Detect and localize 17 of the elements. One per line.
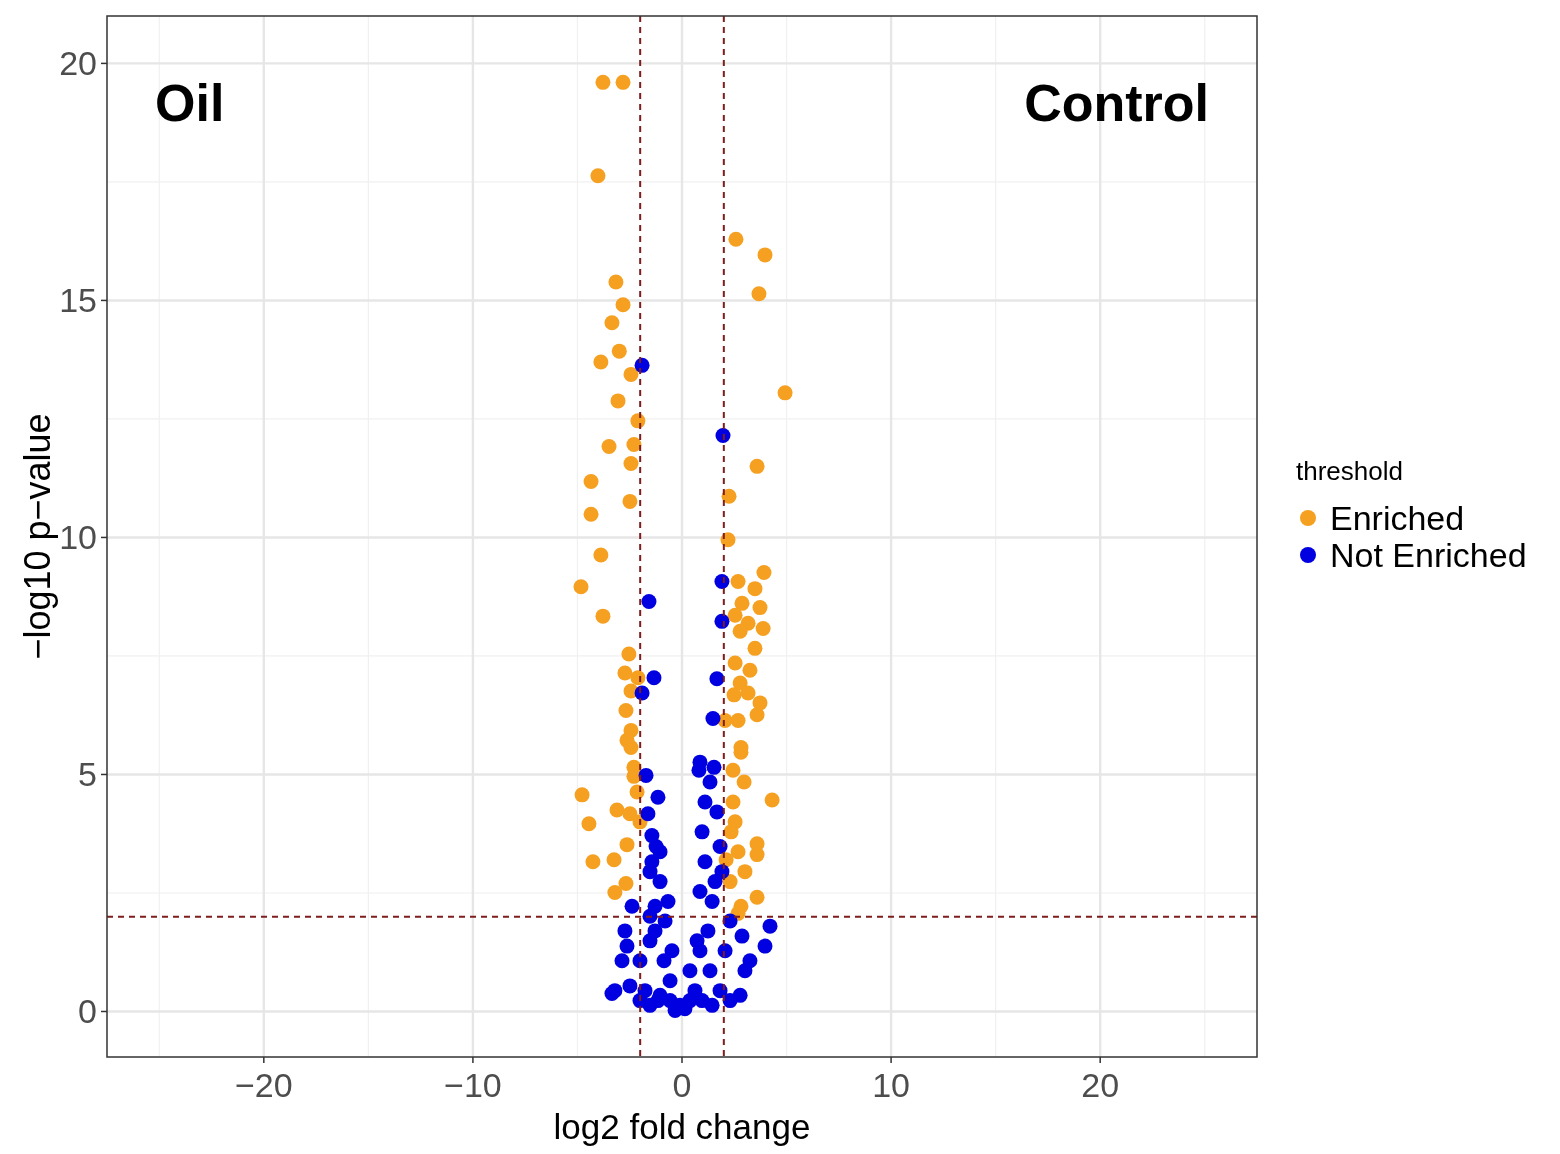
x-tick-label: 10 [872, 1066, 910, 1104]
legend-label: Enriched [1330, 499, 1465, 537]
legend-title: threshold [1296, 456, 1403, 486]
y-axis-title: −log10 p−value [17, 413, 58, 660]
x-tick-label: 20 [1081, 1066, 1120, 1104]
x-tick-label: 0 [672, 1066, 692, 1104]
y-tick-label: 5 [78, 755, 97, 794]
x-axis-title: log2 fold change [553, 1107, 811, 1146]
annotation: Control [1024, 74, 1209, 132]
x-tick-label: −10 [444, 1066, 502, 1104]
legend-label: Not Enriched [1330, 536, 1527, 574]
annotation: Oil [155, 74, 225, 132]
y-tick-label: 15 [59, 281, 97, 320]
x-tick-label: −20 [234, 1066, 293, 1104]
y-tick-label: 0 [78, 992, 97, 1031]
y-tick-label: 20 [59, 44, 97, 83]
y-tick-label: 10 [59, 518, 97, 557]
